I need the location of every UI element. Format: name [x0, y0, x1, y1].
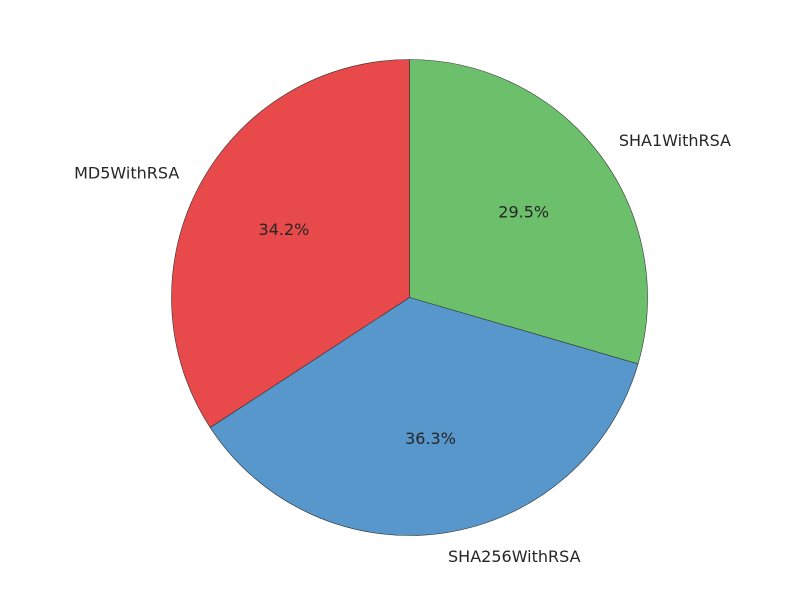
pie-labels: SHA1WithRSA 29.5% SHA256WithRSA 36.3% MD5Wit… — [74, 131, 731, 566]
slice-percent-sha256withrsa: 36.3% — [405, 429, 456, 448]
slice-label-md5withrsa: MD5WithRSA — [74, 163, 179, 182]
slice-label-sha1withrsa: SHA1WithRSA — [619, 131, 731, 150]
pie-slice-sha1withrsa — [409, 59, 648, 365]
slice-percent-sha1withrsa: 29.5% — [498, 202, 549, 221]
pie-slices — [171, 59, 648, 536]
pie-slice-sha256withrsa — [209, 297, 639, 536]
slice-percent-md5withrsa: 34.2% — [259, 220, 310, 239]
pie-slice-md5withrsa — [171, 59, 410, 428]
slice-label-sha256withrsa: SHA256WithRSA — [448, 547, 581, 566]
